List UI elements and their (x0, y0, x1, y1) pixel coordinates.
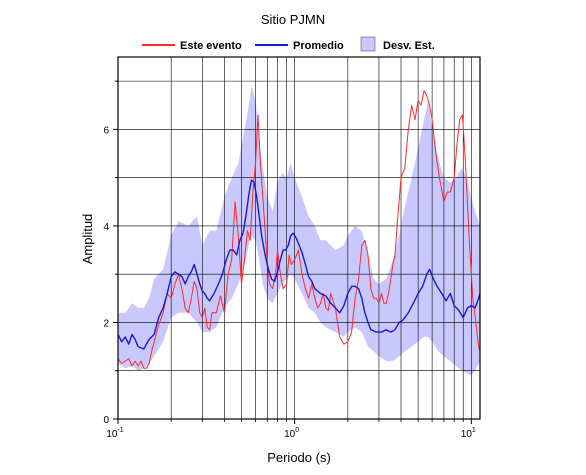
series-line-promedio (117, 179, 481, 350)
grid-lines (118, 57, 480, 419)
legend-label-0: Este evento (180, 40, 242, 52)
plot-area: 0 2 4 6 10-1 100 101 (103, 56, 481, 440)
std-dev-band (118, 86, 480, 376)
x-tick-label: 101 (461, 427, 476, 440)
legend-swatch-2 (360, 36, 376, 52)
y-tick-label: 4 (103, 222, 109, 233)
plot-frame (117, 56, 481, 420)
x-tick-label: 100 (284, 427, 299, 440)
x-axis-label: Periodo (s) (267, 450, 331, 465)
x-tick-label: 10-1 (106, 427, 123, 440)
series-line-este-evento (117, 90, 481, 369)
y-tick-label: 6 (103, 125, 109, 136)
y-axis-label: Amplitud (80, 214, 95, 265)
y-tick-label: 2 (103, 318, 109, 329)
chart-title: Sitio PJMN (261, 12, 325, 27)
y-tick-label: 0 (103, 415, 109, 426)
legend-label-1: Promedio (293, 40, 344, 52)
legend-label-2: Desv. Est. (383, 40, 435, 52)
legend: Este evento Promedio Desv. Est. (142, 36, 435, 52)
